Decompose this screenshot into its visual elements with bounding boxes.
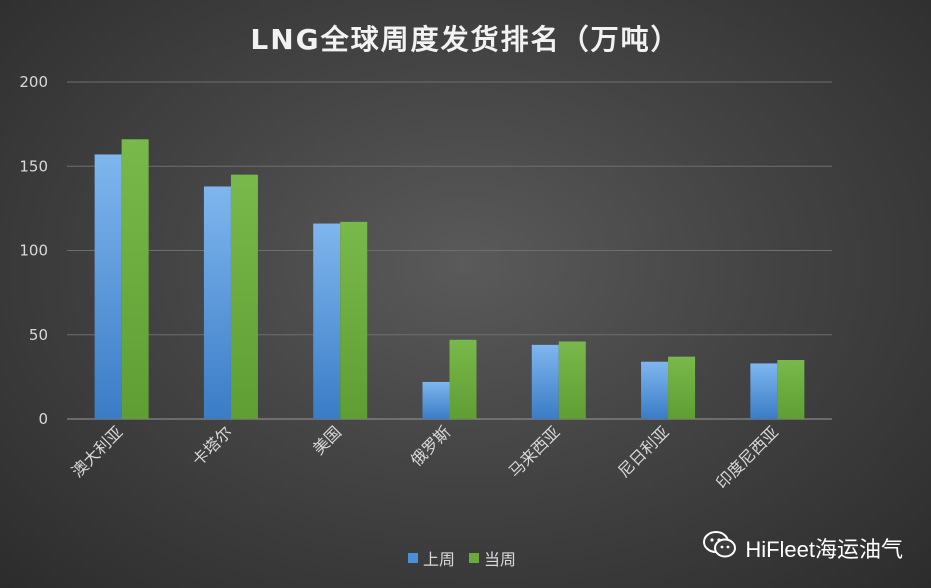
legend-swatch-last-week	[408, 553, 418, 563]
legend-label-last-week: 上周	[423, 550, 456, 569]
bar-last-week	[203, 186, 231, 419]
y-tick-label: 200	[19, 73, 48, 91]
bar-last-week	[641, 361, 669, 419]
x-tick-label: 俄罗斯	[407, 422, 454, 469]
watermark-text: HiFleet海运油气	[745, 537, 903, 562]
bar-last-week	[750, 363, 778, 419]
bar-last-week	[422, 381, 450, 419]
legend-item-last-week: 上周	[408, 546, 455, 570]
x-tick-label: 澳大利亚	[68, 422, 127, 481]
bar-last-week	[531, 344, 559, 419]
bar-this-week	[230, 174, 258, 419]
x-tick-label: 美国	[309, 422, 345, 458]
bar-this-week	[121, 139, 149, 420]
x-tick-label: 卡塔尔	[188, 422, 235, 469]
chart-legend: 上周 当周	[408, 546, 530, 570]
bar-last-week	[313, 223, 341, 419]
bar-this-week	[449, 339, 477, 419]
bar-this-week	[340, 221, 368, 419]
y-tick-label: 0	[38, 410, 48, 428]
watermark: HiFleet海运油气	[703, 530, 903, 566]
chart-title: LNG全球周度发货排名（万吨）	[250, 23, 681, 56]
x-tick-label: 马来西亚	[505, 422, 564, 481]
y-tick-label: 50	[29, 326, 48, 344]
x-tick-label: 尼日利亚	[614, 422, 673, 481]
wechat-icon	[703, 530, 737, 566]
legend-label-this-week: 当周	[484, 550, 517, 569]
legend-item-this-week: 当周	[469, 546, 516, 570]
legend-swatch-this-week	[469, 553, 480, 563]
bar-this-week	[777, 360, 805, 419]
bar-this-week	[668, 356, 696, 419]
x-tick-label: 印度尼西亚	[712, 422, 782, 492]
y-tick-label: 150	[19, 157, 48, 175]
y-tick-label: 100	[19, 242, 48, 260]
bar-last-week	[94, 154, 122, 419]
bar-this-week	[558, 341, 586, 419]
